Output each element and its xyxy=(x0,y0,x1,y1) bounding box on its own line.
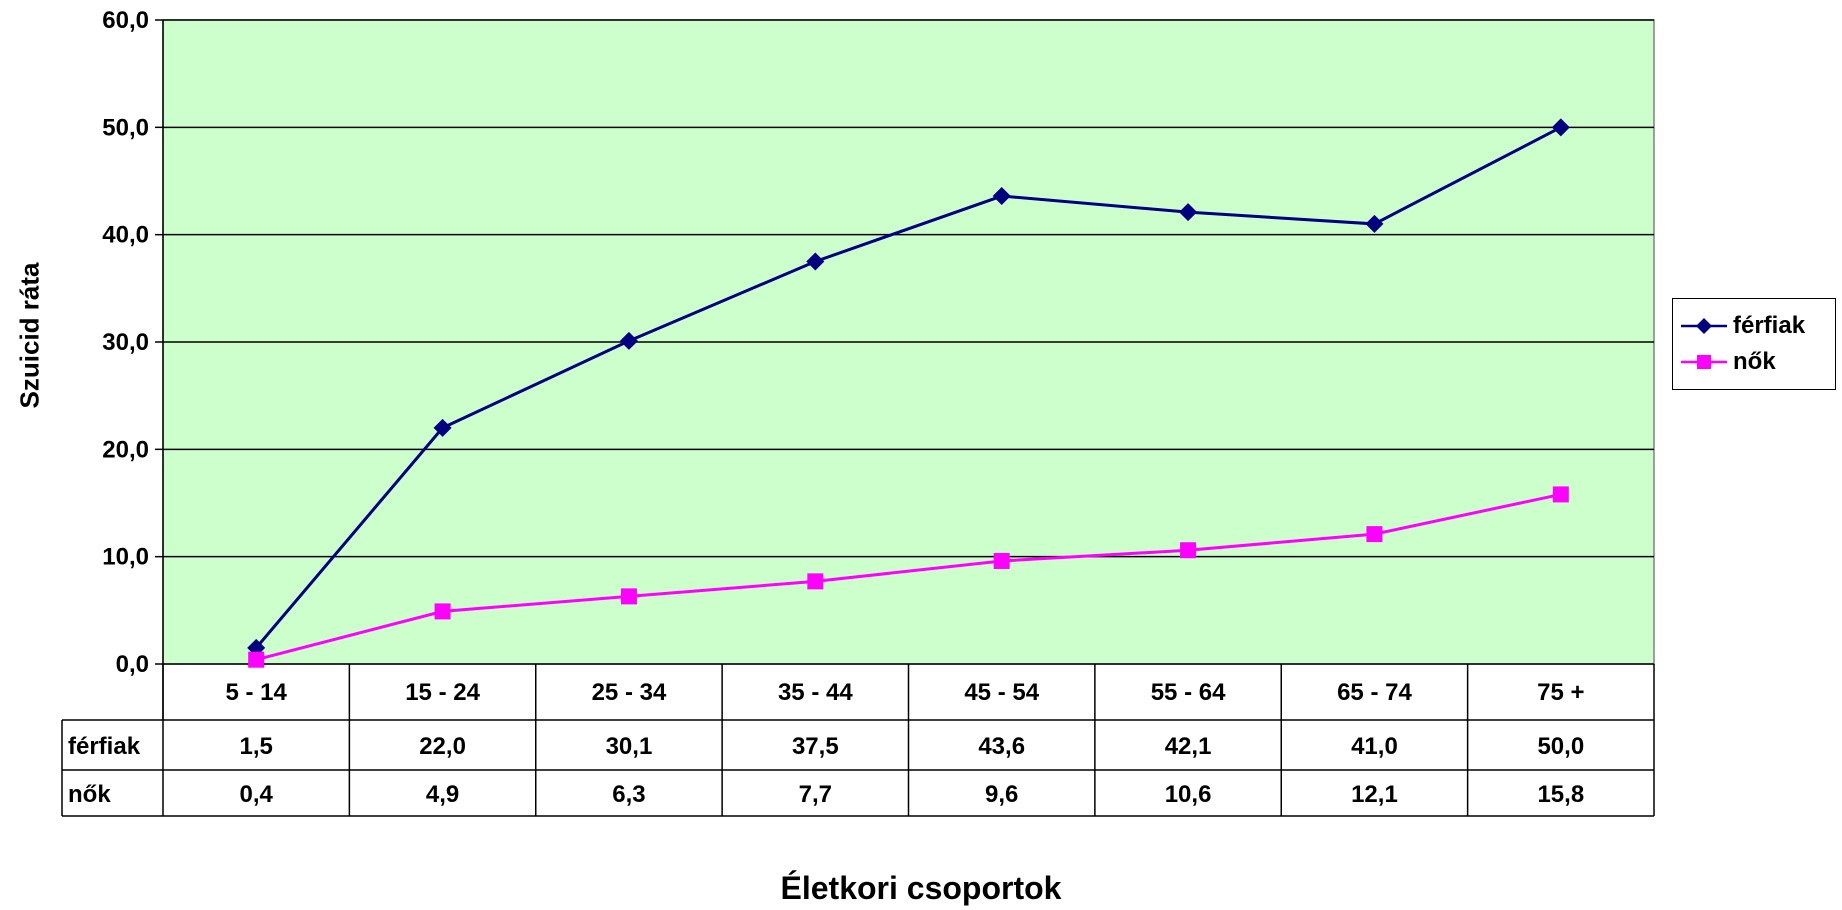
table-cell-value: 6,3 xyxy=(612,781,645,808)
table-cell-value: 12,1 xyxy=(1351,781,1398,808)
category-label: 55 - 64 xyxy=(1151,679,1226,706)
data-point xyxy=(807,573,824,590)
table-cell-value: 10,6 xyxy=(1165,781,1212,808)
table-cell-value: 42,1 xyxy=(1165,733,1212,760)
data-point xyxy=(1179,203,1198,222)
table-cell-value: 43,6 xyxy=(978,733,1025,760)
y-tick-label: 60,0 xyxy=(102,7,149,34)
table-cell-value: 7,7 xyxy=(799,781,832,808)
category-label: 25 - 34 xyxy=(592,679,667,706)
data-point xyxy=(1180,542,1197,559)
data-point xyxy=(993,552,1010,569)
y-axis-title: Szuicid ráta xyxy=(14,262,45,409)
category-label: 5 - 14 xyxy=(226,679,288,706)
table-cell-value: 1,5 xyxy=(240,733,273,760)
data-point xyxy=(1552,486,1569,503)
series-line xyxy=(255,492,1562,662)
table-cell-value: 4,9 xyxy=(426,781,459,808)
data-point xyxy=(434,603,451,620)
data-point xyxy=(1365,214,1384,233)
legend-marker-nok xyxy=(1681,355,1727,369)
legend-label-ferfiak: férfiak xyxy=(1733,312,1806,339)
x-axis-title: Életkori csoportok xyxy=(780,870,1062,906)
category-label: 15 - 24 xyxy=(405,679,480,706)
category-label: 65 - 74 xyxy=(1337,679,1412,706)
category-label: 35 - 44 xyxy=(778,679,853,706)
series-line xyxy=(255,126,1562,649)
table-row-header: nők xyxy=(68,781,111,808)
y-tick-label: 0,0 xyxy=(116,651,149,678)
legend-item-ferfiak: férfiak xyxy=(1681,311,1805,341)
legend-label-nok: nők xyxy=(1733,348,1776,375)
table-cell-value: 0,4 xyxy=(240,781,274,808)
table-cell-value: 15,8 xyxy=(1537,781,1584,808)
data-point xyxy=(620,588,637,605)
y-tick-label: 50,0 xyxy=(102,114,149,141)
y-tick-label: 30,0 xyxy=(102,329,149,356)
data-point xyxy=(248,651,265,668)
legend-item-nok: nők xyxy=(1681,347,1776,377)
y-tick-label: 20,0 xyxy=(102,436,149,463)
table-cell-value: 22,0 xyxy=(419,733,466,760)
data-point xyxy=(433,418,452,437)
table-cell-value: 30,1 xyxy=(606,733,653,760)
data-point xyxy=(1551,118,1570,137)
data-point xyxy=(1366,526,1383,543)
table-cell-value: 37,5 xyxy=(792,733,839,760)
data-point xyxy=(619,331,638,350)
table-cell-value: 50,0 xyxy=(1537,733,1584,760)
legend: férfiak nők xyxy=(1672,298,1836,390)
table-cell-value: 9,6 xyxy=(985,781,1018,808)
data-point xyxy=(806,252,825,271)
data-point xyxy=(992,187,1011,206)
table-row-header: férfiak xyxy=(68,733,141,760)
table-cell-value: 41,0 xyxy=(1351,733,1398,760)
legend-marker-ferfiak xyxy=(1681,318,1727,334)
y-tick-label: 10,0 xyxy=(102,544,149,571)
category-label: 45 - 54 xyxy=(964,679,1039,706)
category-label: 75 + xyxy=(1537,679,1584,706)
y-tick-label: 40,0 xyxy=(102,222,149,249)
